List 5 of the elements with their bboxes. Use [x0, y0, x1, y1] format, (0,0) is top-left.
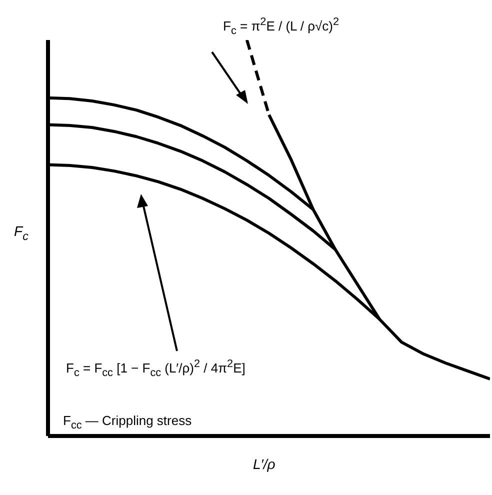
annotation: F$_{cc}$ — Crippling stress [63, 413, 192, 432]
x-axis-title: L′/ρ [253, 456, 276, 472]
y-axis-title: F$_{c}$ [14, 223, 28, 243]
text: F$_{c}$ = π$^{2}$E / (L / ρ√c)$^{2}$ [223, 16, 340, 37]
text: F$_{c}$ = F$_{cc}$ [1 − F$_{cc}$ (L′/ρ)$^{2}$ / 4π$^{2}$E] [66, 358, 246, 379]
